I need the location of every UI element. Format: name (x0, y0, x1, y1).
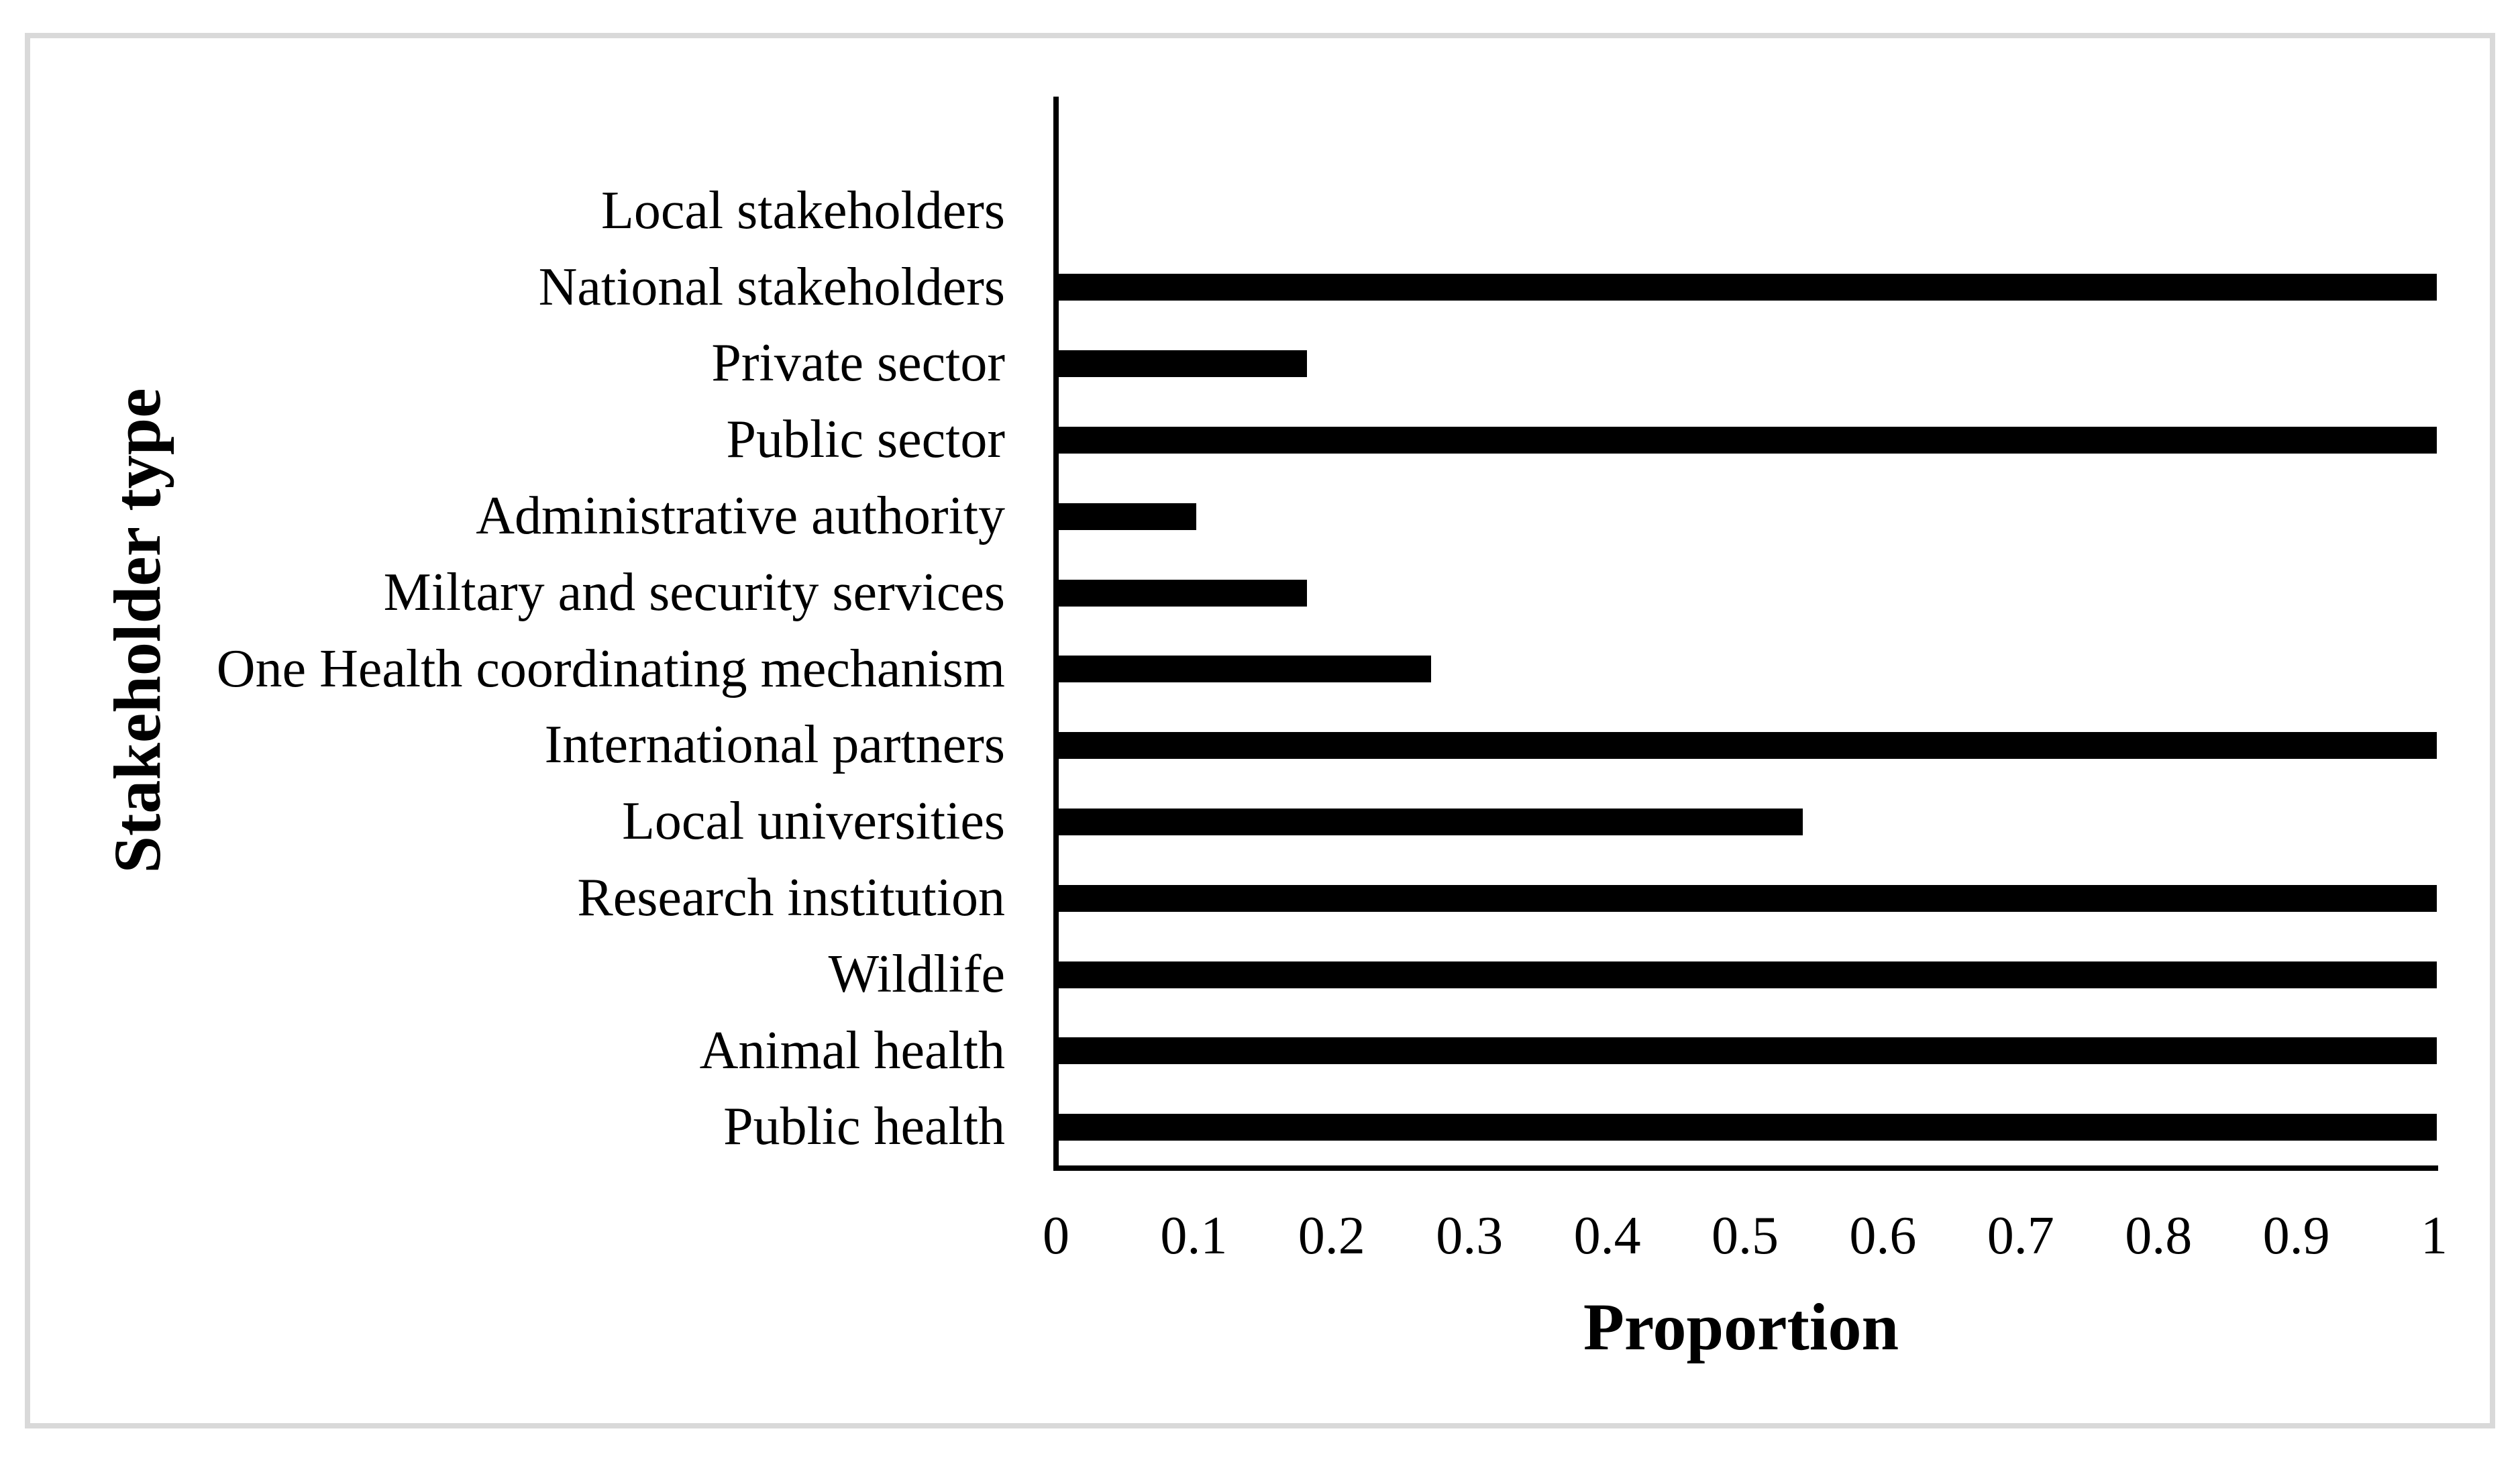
x-axis-title: Proportion (1583, 1290, 1899, 1364)
chart-row: Miltary and security services (0, 555, 2520, 631)
category-label: Miltary and security services (383, 562, 1005, 622)
category-label: Local universities (622, 792, 1005, 851)
bar (1059, 427, 2437, 454)
bar (1059, 274, 2437, 301)
bar (1059, 656, 1431, 683)
category-label: Public health (723, 1097, 1005, 1157)
chart-row: Local universities (0, 784, 2520, 860)
figure-border (25, 33, 2495, 1428)
chart-row: Local stakeholders (0, 173, 2520, 250)
x-tick-label: 1 (2421, 1206, 2448, 1265)
x-tick-label: 0.9 (2262, 1206, 2330, 1265)
chart-row: Animal health (0, 1013, 2520, 1090)
x-tick-label: 0.3 (1436, 1206, 1504, 1265)
chart-row: Administrative authority (0, 478, 2520, 555)
chart-row: Wildlife (0, 937, 2520, 1013)
x-axis-line (1053, 1165, 2438, 1171)
bar (1059, 503, 1197, 530)
category-label: One Health coordinating mechanism (216, 639, 1005, 698)
chart-row: Private sector (0, 325, 2520, 402)
bar (1059, 732, 2437, 760)
chart-row: Research institution (0, 860, 2520, 937)
bar (1059, 1037, 2437, 1065)
chart-row: Public sector (0, 402, 2520, 478)
x-tick-label: 0.5 (1712, 1206, 1779, 1265)
y-axis-line (1053, 97, 1059, 1171)
category-label: Research institution (577, 868, 1005, 927)
bar (1059, 350, 1307, 378)
bar (1059, 1114, 2437, 1141)
chart-row: One Health coordinating mechanism (0, 631, 2520, 708)
x-tick-label: 0.6 (1849, 1206, 1917, 1265)
bar (1059, 809, 1803, 836)
category-label: Wildlife (828, 944, 1005, 1004)
x-tick-label: 0.4 (1573, 1206, 1641, 1265)
chart-row: Public health (0, 1089, 2520, 1165)
category-label: International partners (544, 715, 1005, 775)
chart-row: National stakeholders (0, 250, 2520, 326)
chart-row: International partners (0, 707, 2520, 784)
category-label: Public sector (726, 410, 1005, 470)
category-label: Local stakeholders (601, 180, 1005, 240)
bar (1059, 961, 2437, 988)
x-tick-label: 0.7 (1987, 1206, 2054, 1265)
category-label: Animal health (699, 1021, 1005, 1080)
x-tick-label: 0 (1043, 1206, 1069, 1265)
x-tick-label: 0.8 (2125, 1206, 2193, 1265)
x-tick-label: 0.2 (1298, 1206, 1365, 1265)
category-label: Administrative authority (476, 486, 1005, 545)
bar (1059, 884, 2437, 912)
x-tick-label: 0.1 (1160, 1206, 1228, 1265)
category-label: National stakeholders (538, 257, 1005, 317)
bar (1059, 579, 1307, 607)
category-label: Private sector (711, 333, 1005, 393)
